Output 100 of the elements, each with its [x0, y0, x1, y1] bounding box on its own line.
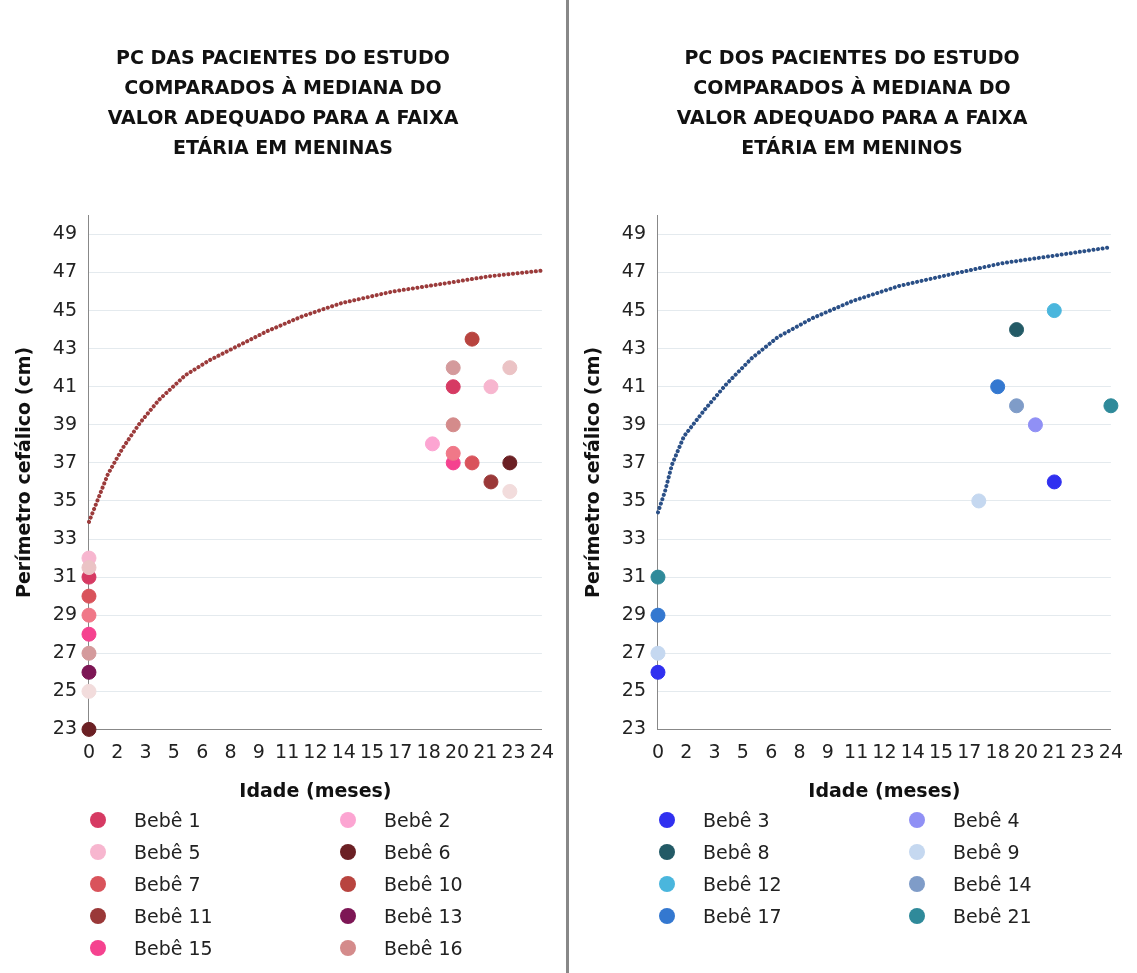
y-tick-label: 31	[621, 564, 646, 587]
point	[650, 569, 666, 585]
point	[464, 455, 480, 471]
legend-label: Bebê 15	[134, 937, 213, 959]
legend-label: Bebê 11	[134, 905, 213, 927]
point	[971, 493, 987, 509]
legend-label: Bebê 10	[384, 873, 463, 895]
y-axis-title: Perímetro cefálico (cm)	[12, 346, 35, 598]
line-series	[86, 268, 544, 524]
y-tick-label: 41	[621, 373, 646, 396]
y-tick-label: 39	[621, 411, 646, 434]
legend-label: Bebê 12	[703, 873, 782, 895]
x-tick-label: 24	[529, 739, 555, 762]
line-series	[655, 245, 1110, 515]
point	[81, 560, 97, 576]
x-tick-label: 14	[900, 739, 925, 762]
legend-label: Bebê 7	[134, 873, 201, 895]
x-tick-label: 23	[1070, 739, 1095, 762]
x-tick-label: 8	[793, 739, 806, 762]
y-tick-label: 31	[52, 564, 77, 587]
y-tick-label: 49	[621, 221, 646, 244]
x-tick-label: 0	[82, 739, 96, 762]
point	[650, 645, 666, 661]
point	[1009, 322, 1025, 338]
y-tick-label: 49	[52, 221, 77, 244]
x-tick-label: 3	[139, 739, 152, 762]
y-tick-label: 47	[621, 259, 646, 282]
y-tick-label: 39	[52, 411, 77, 434]
point	[445, 445, 461, 461]
point	[81, 645, 97, 661]
x-tick-label: 23	[501, 739, 526, 762]
x-tick-label: 17	[388, 739, 413, 762]
point	[483, 379, 499, 395]
point	[1046, 474, 1062, 490]
point	[464, 331, 480, 347]
y-tick-label: 47	[52, 259, 77, 282]
point	[1027, 417, 1043, 433]
y-tick-label: 45	[52, 297, 77, 320]
x-tick-label: 11	[275, 739, 300, 762]
legend-label: Bebê 9	[953, 841, 1020, 863]
point	[650, 664, 666, 680]
point	[1103, 398, 1119, 414]
x-tick-label: 12	[303, 739, 328, 762]
x-tick-label: 17	[957, 739, 982, 762]
x-tick-label: 9	[821, 739, 834, 762]
point	[81, 607, 97, 623]
x-tick-label: 3	[708, 739, 721, 762]
y-tick-label: 23	[621, 716, 646, 739]
y-tick-label: 45	[621, 297, 646, 320]
legend-label: Bebê 17	[703, 905, 782, 927]
legend-label: Bebê 6	[384, 841, 451, 863]
x-tick-label: 14	[331, 739, 356, 762]
x-tick-label: 18	[416, 739, 441, 762]
point	[502, 455, 518, 471]
y-tick-label: 35	[52, 487, 77, 510]
x-tick-label: 0	[651, 739, 665, 762]
x-tick-label: 24	[1098, 739, 1124, 762]
y-tick-label: 37	[621, 449, 646, 472]
point	[1046, 303, 1062, 319]
x-tick-label: 9	[252, 739, 265, 762]
x-tick-label: 8	[224, 739, 237, 762]
y-tick-label: 41	[52, 373, 77, 396]
point	[483, 474, 499, 490]
point	[445, 379, 461, 395]
point	[81, 664, 97, 680]
x-tick-label: 6	[196, 739, 209, 762]
x-tick-label: 2	[680, 739, 693, 762]
x-axis-title: Idade (meses)	[808, 778, 961, 801]
x-tick-label: 21	[473, 739, 498, 762]
x-tick-label: 2	[111, 739, 124, 762]
point	[81, 588, 97, 604]
y-tick-label: 23	[52, 716, 77, 739]
legend-label: Bebê 13	[384, 905, 463, 927]
y-tick-label: 25	[621, 678, 646, 701]
x-tick-label: 11	[844, 739, 869, 762]
x-tick-label: 21	[1042, 739, 1067, 762]
legend-label: Bebê 21	[953, 905, 1032, 927]
point	[81, 721, 97, 737]
legend-label: Bebê 8	[703, 841, 770, 863]
x-tick-label: 15	[359, 739, 385, 762]
chart-title: PC DOS PACIENTES DO ESTUDO COMPARADOS À MEDIANA DO VALOR ADEQUADO PARA A FAIXA ETÁRIA EM MENINOS	[675, 45, 1029, 160]
y-tick-label: 33	[621, 525, 646, 548]
legend-label: Bebê 4	[953, 809, 1020, 831]
point	[990, 379, 1006, 395]
legend-label: Bebê 1	[134, 809, 201, 831]
y-tick-label: 33	[52, 525, 77, 548]
point	[650, 607, 666, 623]
legend-label: Bebê 5	[134, 841, 201, 863]
x-tick-label: 6	[765, 739, 778, 762]
x-tick-label: 5	[167, 739, 180, 762]
point	[502, 483, 518, 499]
point	[502, 360, 518, 376]
x-tick-label: 20	[1013, 739, 1039, 762]
point	[445, 417, 461, 433]
legend-label: Bebê 16	[384, 937, 463, 959]
point	[424, 436, 440, 452]
legend-label: Bebê 14	[953, 873, 1032, 895]
x-tick-label: 20	[444, 739, 470, 762]
point	[445, 360, 461, 376]
y-tick-label: 43	[52, 335, 77, 358]
